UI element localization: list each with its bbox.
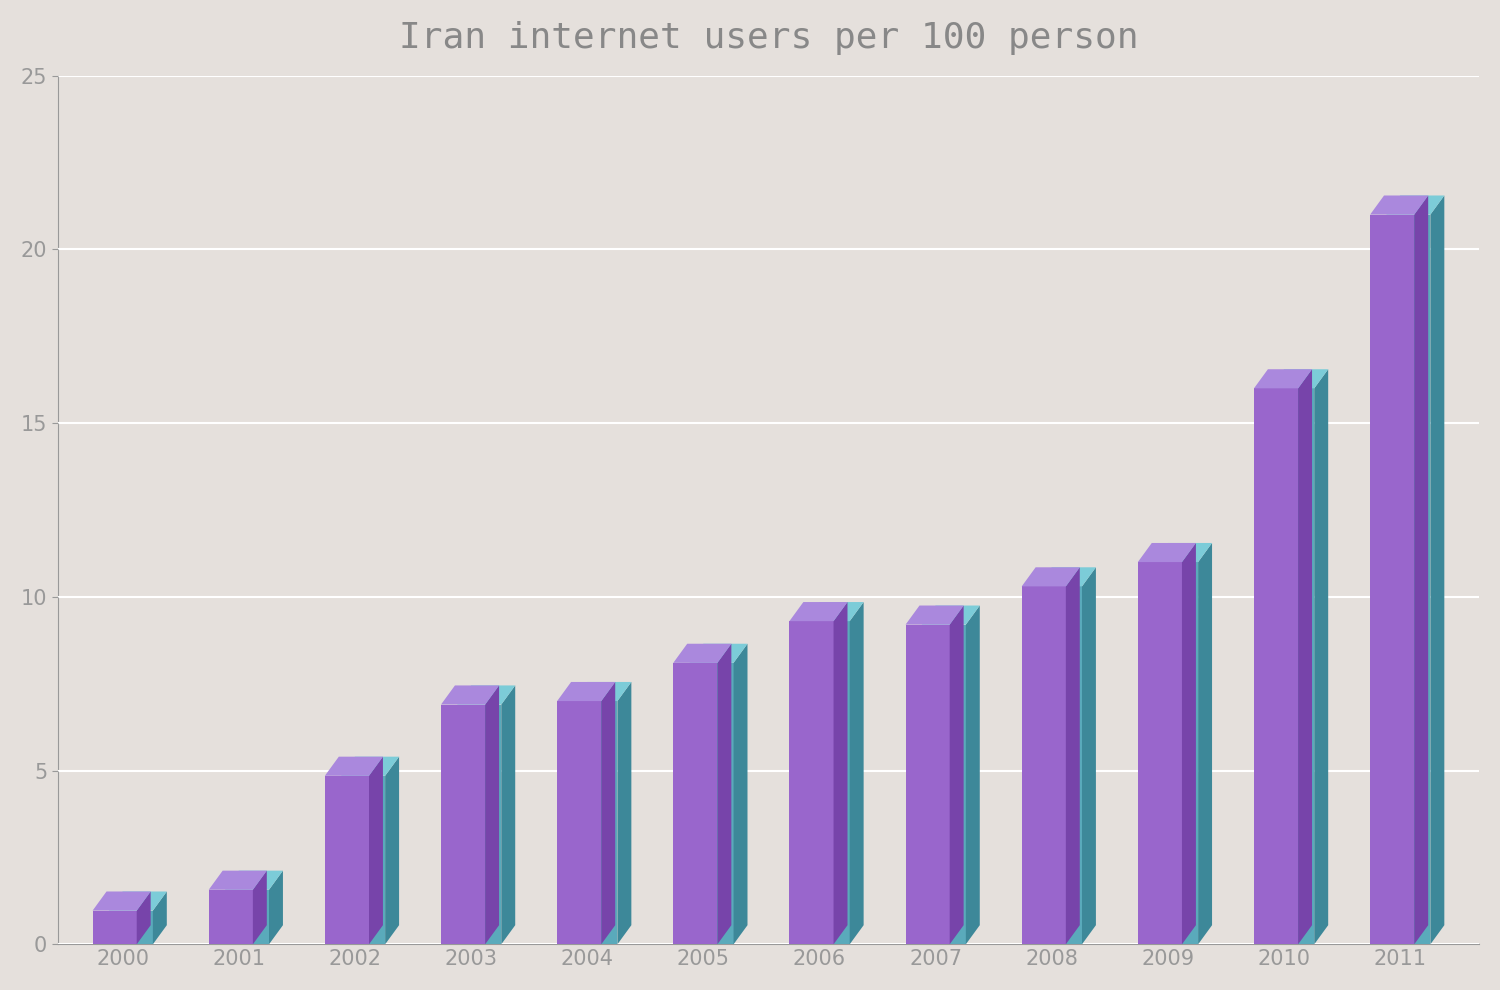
Polygon shape: [1386, 215, 1431, 944]
Polygon shape: [441, 685, 500, 705]
Polygon shape: [690, 663, 734, 944]
Polygon shape: [501, 685, 515, 944]
Polygon shape: [268, 870, 284, 944]
Polygon shape: [602, 682, 615, 944]
Polygon shape: [1431, 195, 1444, 944]
Polygon shape: [1370, 195, 1428, 215]
Polygon shape: [1254, 388, 1298, 944]
Polygon shape: [1386, 195, 1444, 215]
Polygon shape: [734, 644, 747, 944]
Polygon shape: [225, 870, 284, 890]
Polygon shape: [1270, 369, 1328, 388]
Polygon shape: [1022, 586, 1066, 944]
Polygon shape: [674, 644, 732, 663]
Polygon shape: [108, 891, 166, 911]
Polygon shape: [806, 602, 864, 621]
Polygon shape: [225, 890, 268, 944]
Polygon shape: [717, 644, 732, 944]
Polygon shape: [573, 682, 632, 701]
Polygon shape: [386, 756, 399, 944]
Polygon shape: [806, 621, 849, 944]
Polygon shape: [209, 890, 254, 944]
Polygon shape: [326, 756, 382, 776]
Polygon shape: [458, 705, 501, 944]
Polygon shape: [674, 663, 717, 944]
Polygon shape: [1370, 215, 1414, 944]
Polygon shape: [93, 911, 136, 944]
Polygon shape: [1022, 567, 1080, 586]
Polygon shape: [966, 606, 980, 944]
Polygon shape: [369, 756, 382, 944]
Polygon shape: [834, 602, 848, 944]
Polygon shape: [690, 644, 747, 663]
Polygon shape: [93, 891, 150, 911]
Polygon shape: [1082, 567, 1096, 944]
Polygon shape: [1314, 369, 1328, 944]
Polygon shape: [1038, 567, 1096, 586]
Polygon shape: [556, 701, 602, 944]
Polygon shape: [1154, 562, 1198, 944]
Polygon shape: [1138, 562, 1182, 944]
Polygon shape: [906, 606, 963, 625]
Polygon shape: [209, 870, 267, 890]
Polygon shape: [136, 891, 150, 944]
Polygon shape: [1198, 543, 1212, 944]
Polygon shape: [1154, 543, 1212, 562]
Polygon shape: [340, 756, 399, 776]
Polygon shape: [789, 621, 834, 944]
Polygon shape: [326, 776, 369, 944]
Polygon shape: [1254, 369, 1312, 388]
Polygon shape: [849, 602, 864, 944]
Polygon shape: [1414, 195, 1428, 944]
Polygon shape: [921, 625, 966, 944]
Polygon shape: [573, 701, 618, 944]
Polygon shape: [254, 870, 267, 944]
Polygon shape: [1270, 388, 1314, 944]
Polygon shape: [441, 705, 485, 944]
Polygon shape: [906, 625, 950, 944]
Polygon shape: [484, 685, 500, 944]
Title: Iran internet users per 100 person: Iran internet users per 100 person: [399, 21, 1138, 54]
Polygon shape: [618, 682, 632, 944]
Polygon shape: [108, 911, 153, 944]
Polygon shape: [153, 891, 166, 944]
Polygon shape: [1066, 567, 1080, 944]
Polygon shape: [1138, 543, 1196, 562]
Polygon shape: [1298, 369, 1312, 944]
Polygon shape: [921, 606, 980, 625]
Polygon shape: [950, 606, 963, 944]
Polygon shape: [1182, 543, 1196, 944]
Polygon shape: [458, 685, 514, 705]
Polygon shape: [789, 602, 847, 621]
Polygon shape: [556, 682, 615, 701]
Polygon shape: [1038, 586, 1082, 944]
Polygon shape: [340, 776, 386, 944]
